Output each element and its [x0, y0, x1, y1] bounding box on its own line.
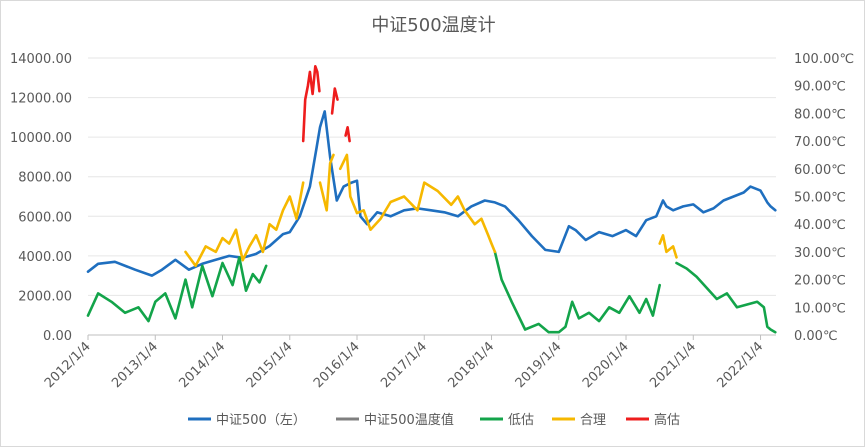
x-tick-label: 2017/1/4: [378, 339, 430, 391]
left-tick-label: 2000.00: [18, 289, 72, 304]
right-tick-label: 100.00℃: [794, 52, 854, 67]
right-tick-label: 50.00℃: [794, 191, 846, 206]
left-tick-label: 6000.00: [18, 210, 72, 225]
left-tick-label: 4000.00: [18, 250, 72, 265]
legend-label: 低估: [508, 413, 534, 428]
left-axis-ticks: 0.00 2000.00 4000.00 6000.00 8000.00 10000.00…: [10, 52, 72, 344]
right-tick-label: 0.00℃: [794, 329, 838, 344]
plot-area: [86, 65, 777, 334]
series-line: [301, 65, 351, 143]
gridlines: [88, 57, 776, 296]
right-tick-label: 60.00℃: [794, 163, 846, 178]
chart-title: 中证500温度计: [371, 15, 496, 36]
legend-label: 中证500温度值: [364, 412, 454, 428]
legend-label: 高估: [654, 412, 680, 428]
right-tick-label: 70.00℃: [794, 135, 846, 150]
right-tick-label: 10.00℃: [794, 301, 846, 316]
x-tick-label: 2018/1/4: [445, 339, 497, 391]
left-tick-label: 12000.00: [10, 92, 72, 107]
left-tick-label: 0.00: [43, 329, 72, 344]
right-tick-label: 30.00℃: [794, 246, 846, 261]
right-tick-label: 80.00℃: [794, 107, 846, 122]
right-tick-label: 40.00℃: [794, 218, 846, 233]
x-tick-label: 2016/1/4: [311, 339, 363, 391]
x-tick-label: 2022/1/4: [714, 339, 766, 391]
legend-label: 中证500（左）: [216, 413, 306, 428]
right-tick-label: 20.00℃: [794, 274, 846, 289]
x-tick-label: 2021/1/4: [647, 339, 699, 391]
x-axis: 2012/1/4 2013/1/4 2014/1/4 2015/1/4 2016/1/4…: [42, 334, 776, 391]
x-tick-label: 2015/1/4: [244, 339, 296, 391]
x-tick-label: 2012/1/4: [42, 339, 94, 391]
x-tick-label: 2013/1/4: [109, 339, 161, 391]
left-tick-label: 8000.00: [18, 171, 72, 186]
left-tick-label: 10000.00: [10, 131, 72, 146]
left-tick-label: 14000.00: [10, 52, 72, 67]
series-line: [86, 110, 777, 277]
x-tick-label: 2020/1/4: [580, 339, 632, 391]
x-tick-label: 2019/1/4: [513, 339, 565, 391]
right-axis-ticks: 0.00℃ 10.00℃ 20.00℃ 30.00℃ 40.00℃ 50.00℃ 60.00…: [794, 52, 854, 344]
legend: 中证500（左） 中证500温度值 低估 合理 高估: [188, 412, 680, 428]
right-tick-label: 90.00℃: [794, 80, 846, 95]
series-line: [184, 153, 678, 268]
series-line: [86, 250, 777, 334]
x-tick-label: 2014/1/4: [176, 339, 228, 391]
legend-label: 合理: [580, 413, 606, 428]
